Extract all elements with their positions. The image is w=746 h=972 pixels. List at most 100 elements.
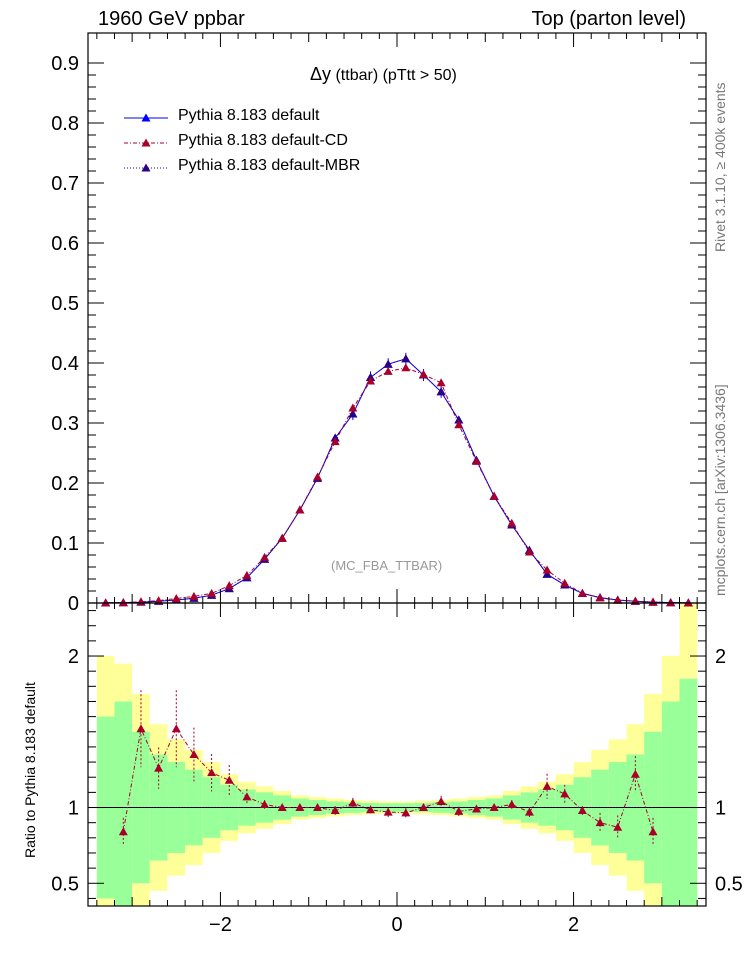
ratio-y-tick-label-left: 0.5 (51, 873, 79, 895)
ratio-y-axis-label: Ratio to Pythia 8.183 default (22, 682, 38, 858)
legend-marker-cd (141, 138, 151, 147)
point-cd (207, 588, 217, 597)
point-cd (418, 369, 428, 378)
point-cd (648, 597, 658, 606)
ratio-point-cd (366, 805, 376, 814)
legend-entry-mbr: Pythia 8.183 default-MBR (178, 157, 361, 174)
rivet-version-label: Rivet 3.1.10, ≥ 400k events (712, 82, 728, 252)
ratio-point-cd (118, 827, 128, 836)
band-inner-bin (114, 701, 133, 906)
plot-title-symbol: Δy (310, 64, 332, 84)
point-mbr (383, 359, 393, 368)
point-cd (189, 591, 199, 600)
legend-markers (124, 113, 168, 172)
ratio-point-cd (171, 724, 181, 733)
point-cd (613, 595, 623, 604)
ratio-point-cd (577, 806, 587, 815)
point-cd (242, 570, 252, 579)
point-cd (436, 378, 446, 387)
point-cd (277, 533, 287, 542)
mcplots-link[interactable]: mcplots.cern.ch [arXiv:1306.3436] (712, 384, 728, 596)
main-y-tick-label: 0.6 (51, 233, 79, 255)
legend-marker-default (141, 113, 151, 122)
point-cd (224, 581, 234, 590)
legend-marker-mbr (141, 163, 151, 172)
point-cd (366, 376, 376, 385)
main-y-tick-label: 0.3 (51, 413, 79, 435)
ratio-point-cd (471, 804, 481, 813)
ratio-point-cd (648, 827, 658, 836)
ratio-series-layer (118, 690, 658, 846)
ratio-point-cd (154, 763, 164, 772)
ratio-y-tick-label-left: 1 (68, 798, 79, 820)
point-cd (348, 403, 358, 412)
point-cd (454, 420, 464, 429)
legend-entry-default: Pythia 8.183 default (178, 107, 320, 124)
ratio-point-cd (454, 806, 464, 815)
ratio-x-tick-label: 2 (568, 914, 579, 936)
point-cd (260, 552, 270, 561)
point-cd (171, 594, 181, 602)
ratio-point-cd (613, 822, 623, 831)
band-inner-bin (661, 701, 680, 906)
point-cd (313, 472, 323, 481)
ratio-point-cd (295, 803, 305, 812)
main-y-tick-label: 0.9 (51, 53, 79, 75)
main-y-tick-label: 0.5 (51, 293, 79, 315)
series-line-mbr (105, 358, 689, 604)
ratio-y-tick-label-left: 2 (68, 646, 79, 668)
ratio-point-cd (277, 803, 287, 812)
point-cd (101, 598, 111, 607)
ratio-point-cd (260, 799, 270, 808)
ratio-x-tick-label: 0 (391, 914, 402, 936)
main-y-tick-label: 0 (68, 593, 79, 615)
ratio-point-cd (542, 781, 552, 790)
point-cd (330, 437, 340, 446)
ratio-y-tick-label-right: 1 (715, 798, 726, 820)
ratio-uncertainty-band (96, 603, 698, 906)
legend-entry-cd: Pythia 8.183 default-CD (178, 132, 348, 149)
ratio-point-cd (401, 808, 411, 817)
process-label: Top (parton level) (531, 8, 686, 30)
point-cd (507, 518, 517, 527)
ratio-point-cd (136, 724, 146, 733)
ratio-point-cd (224, 775, 234, 784)
point-cd (683, 598, 693, 607)
point-cd (542, 565, 552, 574)
analysis-watermark: (MC_FBA_TTBAR) (331, 558, 443, 573)
ratio-point-cd (313, 803, 323, 812)
axis-tick-labels: 0 0.1 0.2 0.3 0.4 0.5 0.6 0.7 0.8 0.9 −2 0 2 0.5 0.5 1 1… (51, 53, 743, 936)
ratio-point-cd (348, 798, 358, 807)
ratio-point-cd (383, 807, 393, 816)
main-y-tick-label: 0.1 (51, 533, 79, 555)
ratio-y-tick-label-right: 2 (715, 646, 726, 668)
point-cd (560, 578, 570, 587)
main-y-tick-label: 0.7 (51, 173, 79, 195)
point-mbr (401, 354, 411, 363)
axis-ticks (88, 33, 706, 906)
ratio-point-cd (595, 818, 605, 827)
point-cd (401, 363, 411, 372)
ratio-point-cd (436, 796, 446, 805)
point-cd (595, 593, 605, 602)
ratio-point-cd (630, 769, 640, 778)
main-y-tick-label: 0.4 (51, 353, 79, 375)
point-cd (154, 596, 164, 605)
ratio-y-tick-label-right: 0.5 (715, 873, 743, 895)
band-inner-bin (679, 678, 698, 906)
ratio-point-cd (330, 806, 340, 815)
ratio-point-cd (189, 750, 199, 758)
ratio-point-cd (560, 789, 570, 798)
ratio-point-cd (507, 799, 517, 808)
plot-title: Δy (ttbar) (pTtt > 50) (310, 64, 457, 85)
point-cd (471, 456, 481, 465)
ratio-point-cd (418, 803, 428, 812)
main-series-layer (101, 352, 693, 607)
point-mbr (454, 415, 464, 424)
point-mbr (542, 569, 552, 578)
point-cd (666, 598, 676, 607)
point-cd (524, 547, 534, 556)
ratio-point-cd (489, 803, 499, 812)
main-y-tick-label: 0.8 (51, 113, 79, 135)
